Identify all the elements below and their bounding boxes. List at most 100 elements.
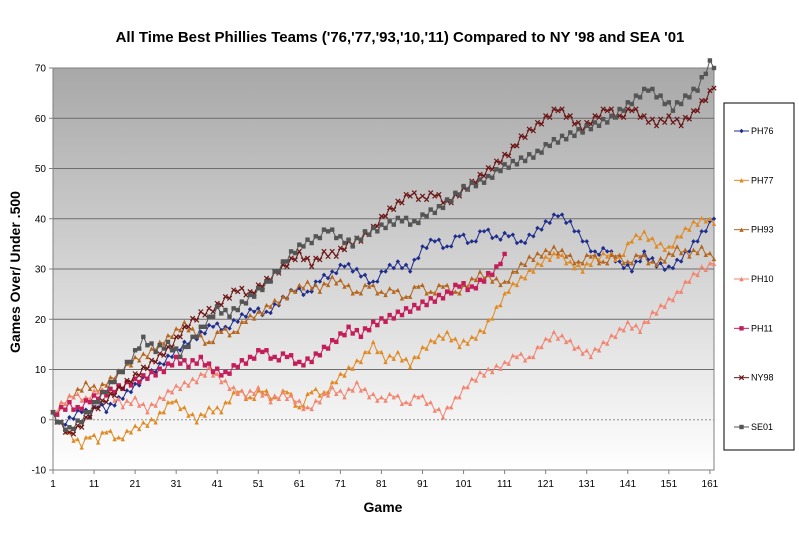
data-point: [239, 285, 245, 291]
data-point: [79, 398, 84, 403]
data-point: [613, 115, 618, 120]
data-point: [354, 235, 360, 241]
data-point: [280, 294, 286, 299]
data-point: [424, 291, 429, 296]
data-point: [621, 114, 627, 121]
data-point: [346, 364, 351, 370]
data-point: [107, 391, 114, 397]
x-tick-label: 1: [50, 479, 56, 490]
data-point: [453, 394, 458, 400]
data-point: [313, 279, 318, 284]
data-point: [100, 430, 105, 435]
data-point: [91, 432, 97, 438]
data-point: [576, 229, 581, 234]
data-point: [132, 394, 138, 400]
data-point: [186, 383, 191, 388]
data-point: [687, 95, 692, 100]
data-point: [399, 358, 405, 363]
data-point: [112, 436, 117, 442]
data-point: [473, 277, 479, 283]
data-point: [321, 281, 327, 286]
data-point: [186, 364, 191, 370]
data-point: [423, 196, 430, 203]
data-point: [374, 223, 380, 229]
data-point: [613, 257, 618, 262]
data-point: [481, 173, 487, 179]
data-point: [395, 259, 401, 264]
data-point: [190, 411, 195, 417]
data-point: [461, 232, 466, 237]
data-point: [678, 123, 684, 129]
data-point: [477, 171, 483, 177]
data-point: [621, 252, 626, 257]
data-point: [317, 393, 323, 398]
data-point: [256, 348, 261, 353]
data-point: [596, 252, 602, 257]
data-point: [116, 369, 121, 375]
x-tick-label: 51: [253, 479, 265, 490]
data-point: [305, 356, 310, 361]
data-point: [420, 299, 425, 304]
data-point: [592, 346, 598, 351]
data-point: [149, 416, 154, 422]
data-point: [190, 376, 195, 381]
data-point: [490, 272, 495, 278]
data-point: [670, 252, 676, 257]
data-point: [346, 237, 351, 242]
data-point: [296, 248, 302, 255]
data-point: [190, 334, 195, 340]
data-point: [165, 332, 171, 338]
data-point: [358, 237, 364, 242]
data-point: [260, 311, 265, 316]
data-point: [186, 327, 191, 333]
data-point: [391, 222, 396, 227]
data-point: [695, 239, 700, 244]
data-point: [674, 116, 680, 122]
data-point: [592, 113, 598, 119]
data-point: [210, 373, 216, 378]
data-point: [149, 369, 154, 375]
data-point: [642, 229, 647, 234]
data-point: [375, 279, 380, 284]
data-point: [682, 114, 688, 121]
data-point: [547, 337, 552, 343]
data-point: [128, 359, 134, 365]
data-point: [469, 180, 474, 185]
data-point: [149, 346, 154, 351]
data-point: [531, 234, 536, 239]
data-point: [210, 339, 216, 345]
data-point: [206, 361, 212, 366]
data-point: [625, 100, 630, 105]
data-point: [407, 269, 413, 274]
data-point: [329, 379, 335, 385]
data-point: [104, 389, 109, 395]
data-point: [399, 312, 405, 318]
data-point: [276, 301, 282, 306]
data-point: [223, 378, 228, 383]
data-point: [567, 113, 573, 119]
legend-swatch-marker: [739, 326, 744, 331]
data-point: [305, 279, 310, 284]
data-point: [498, 302, 503, 308]
data-point: [264, 388, 269, 393]
data-point: [276, 269, 282, 274]
data-point: [137, 426, 142, 432]
data-point: [83, 398, 89, 403]
data-point: [235, 319, 240, 324]
data-point: [140, 364, 146, 370]
data-point: [609, 332, 614, 338]
data-point: [358, 274, 364, 279]
data-point: [666, 100, 672, 105]
data-point: [711, 261, 717, 267]
data-point: [137, 346, 142, 351]
data-point: [662, 119, 668, 126]
data-point: [132, 348, 138, 353]
data-point: [687, 249, 692, 254]
data-point: [539, 262, 544, 268]
data-point: [584, 252, 589, 257]
data-point: [350, 269, 355, 274]
data-point: [387, 312, 392, 318]
data-point: [678, 234, 684, 239]
data-point: [707, 216, 713, 221]
data-point: [264, 309, 269, 314]
